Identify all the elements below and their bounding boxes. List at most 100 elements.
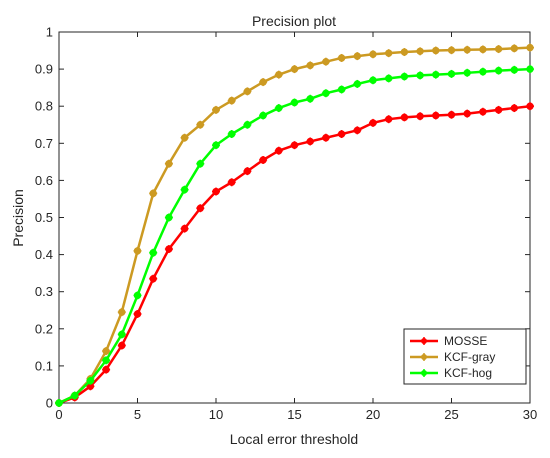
data-point bbox=[494, 66, 503, 75]
data-point bbox=[526, 102, 534, 111]
x-axis: 0 5 10 15 20 25 30 bbox=[55, 32, 537, 422]
data-point bbox=[400, 48, 409, 57]
x-tick-label: 5 bbox=[134, 407, 141, 422]
data-point bbox=[478, 107, 487, 116]
y-tick-label: 0 bbox=[46, 396, 53, 411]
y-tick-label: 0.6 bbox=[35, 173, 53, 188]
data-point bbox=[416, 47, 425, 56]
data-point bbox=[164, 213, 173, 222]
y-tick-label: 0.5 bbox=[35, 210, 53, 225]
x-axis-label: Local error threshold bbox=[230, 431, 358, 447]
data-point bbox=[369, 118, 377, 127]
data-point bbox=[494, 105, 503, 114]
data-point bbox=[447, 46, 456, 55]
x-tick-label: 20 bbox=[366, 407, 380, 422]
data-point bbox=[337, 130, 346, 139]
data-point bbox=[259, 155, 268, 164]
data-point bbox=[164, 245, 173, 254]
y-tick-label: 0.2 bbox=[35, 321, 53, 336]
data-point bbox=[102, 356, 111, 365]
data-point bbox=[227, 96, 236, 105]
chart-title: Precision plot bbox=[252, 13, 336, 29]
data-point bbox=[478, 45, 487, 54]
data-point bbox=[400, 113, 409, 122]
y-tick-label: 0.3 bbox=[35, 284, 53, 299]
data-point bbox=[306, 137, 315, 146]
data-point bbox=[290, 141, 299, 150]
data-point bbox=[306, 61, 315, 70]
data-point bbox=[306, 94, 315, 103]
data-point bbox=[526, 65, 534, 74]
data-point bbox=[243, 87, 252, 96]
data-point bbox=[447, 69, 456, 78]
data-point bbox=[212, 141, 220, 150]
y-tick-label: 0.1 bbox=[35, 358, 53, 373]
data-point bbox=[290, 98, 299, 107]
data-point bbox=[416, 71, 425, 80]
data-point bbox=[180, 224, 189, 233]
data-point bbox=[212, 187, 220, 196]
y-tick-label: 0.7 bbox=[35, 136, 53, 151]
data-point bbox=[274, 104, 283, 113]
data-point bbox=[180, 133, 189, 142]
data-point bbox=[510, 65, 519, 74]
y-tick-label: 0.9 bbox=[35, 62, 53, 77]
data-point bbox=[384, 74, 393, 83]
data-point bbox=[447, 110, 456, 119]
data-point bbox=[133, 246, 142, 255]
data-point bbox=[117, 341, 126, 350]
data-point bbox=[353, 79, 362, 88]
y-tick-label: 0.4 bbox=[35, 247, 53, 262]
data-point bbox=[478, 67, 487, 76]
data-point bbox=[274, 70, 283, 79]
data-point bbox=[369, 50, 377, 59]
x-tick-label: 15 bbox=[287, 407, 301, 422]
y-axis-label: Precision bbox=[10, 189, 26, 247]
data-point bbox=[196, 120, 205, 129]
data-point bbox=[259, 78, 268, 87]
legend-label: KCF-hog bbox=[444, 366, 492, 380]
data-point bbox=[337, 53, 346, 62]
x-tick-label: 30 bbox=[523, 407, 537, 422]
legend-entry: KCF-gray bbox=[410, 350, 495, 364]
data-point bbox=[510, 104, 519, 113]
data-point bbox=[70, 391, 79, 400]
data-point bbox=[243, 120, 252, 129]
data-point bbox=[133, 291, 142, 300]
data-point bbox=[337, 85, 346, 94]
legend-label: MOSSE bbox=[444, 334, 487, 348]
legend-label: KCF-gray bbox=[444, 350, 495, 364]
data-point bbox=[164, 159, 173, 168]
data-point bbox=[180, 185, 189, 194]
data-point bbox=[384, 115, 393, 124]
series-mosse bbox=[55, 102, 534, 407]
data-point bbox=[431, 46, 440, 55]
data-point bbox=[243, 167, 252, 176]
data-point bbox=[353, 126, 362, 135]
data-point bbox=[463, 68, 472, 77]
data-point bbox=[133, 309, 142, 318]
data-point bbox=[321, 133, 330, 142]
data-point bbox=[196, 159, 205, 168]
data-point bbox=[431, 70, 440, 79]
y-tick-label: 0.8 bbox=[35, 99, 53, 114]
data-point bbox=[384, 49, 393, 58]
data-point bbox=[117, 330, 126, 339]
legend: MOSSE KCF-gray KCF-hog bbox=[403, 328, 527, 385]
data-point bbox=[259, 111, 268, 120]
x-tick-label: 25 bbox=[444, 407, 458, 422]
data-point bbox=[117, 308, 126, 317]
data-point bbox=[274, 146, 283, 155]
x-tick-label: 10 bbox=[209, 407, 223, 422]
data-point bbox=[400, 72, 409, 81]
series-kcf-hog bbox=[55, 65, 534, 407]
data-point bbox=[212, 105, 220, 114]
x-tick-label: 0 bbox=[55, 407, 62, 422]
data-point bbox=[149, 274, 158, 283]
data-point bbox=[353, 52, 362, 61]
data-point bbox=[55, 399, 63, 407]
data-point bbox=[86, 376, 95, 385]
data-point bbox=[463, 109, 472, 118]
data-point bbox=[321, 89, 330, 98]
